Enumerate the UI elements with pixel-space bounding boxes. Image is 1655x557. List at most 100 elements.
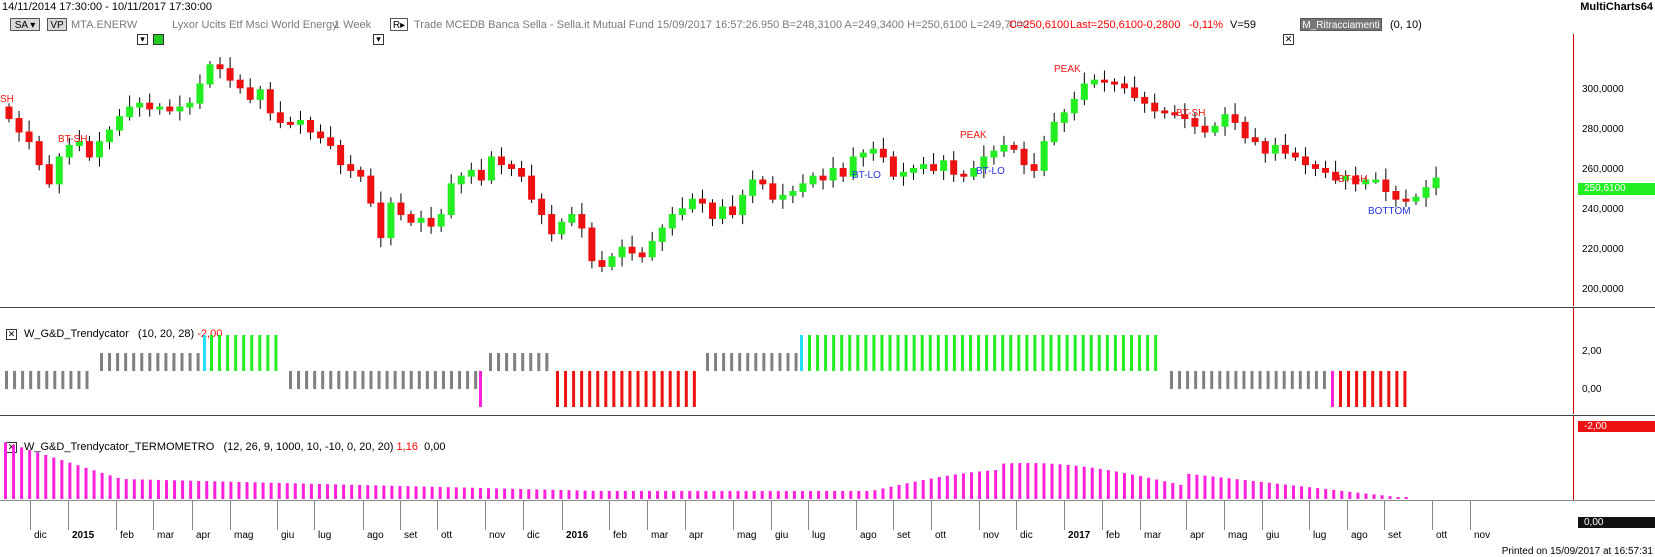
termometro-bar: [704, 491, 708, 499]
time-axis-label: lug: [318, 530, 332, 541]
trend-bar: [537, 353, 541, 371]
price-chart[interactable]: SH BT-SH BT-LO PEAK BT-LO PEAK BT-SH BT-SH BOTTO…: [0, 34, 1573, 306]
trend-bar: [952, 335, 956, 371]
termometro-bar: [817, 491, 821, 499]
trend-bar: [1081, 335, 1085, 371]
termometro-bar: [1131, 474, 1134, 499]
termometro-bar: [841, 491, 845, 499]
candle: [1151, 93, 1159, 119]
candle: [487, 151, 495, 184]
trend-bar: [353, 371, 357, 389]
trendycator-chart[interactable]: [0, 308, 1573, 414]
time-tick: [1224, 500, 1225, 530]
r-button[interactable]: R▸: [390, 18, 408, 31]
termometro-bar: [1090, 467, 1094, 499]
candle: [1000, 135, 1008, 157]
termometro-bar: [342, 484, 346, 499]
trend-bar: [564, 371, 568, 407]
time-axis-label: set: [404, 530, 418, 541]
termometro-bar: [929, 478, 933, 499]
trend-bar: [1331, 371, 1334, 407]
time-tick: [1384, 500, 1385, 530]
trend-bar: [1322, 371, 1326, 389]
termometro-bar: [615, 491, 619, 499]
candle: [146, 93, 154, 117]
trend-bar: [652, 371, 656, 407]
candle: [296, 110, 304, 134]
study-button[interactable]: M_Ritracciamenti: [1300, 18, 1382, 31]
time-axis-label: 2016: [566, 530, 589, 541]
symbol-dropdown-icon[interactable]: ▾: [137, 34, 148, 45]
time-axis-label: set: [897, 530, 911, 541]
candle: [437, 208, 445, 232]
termometro-bar: [269, 482, 273, 499]
trend-bar: [274, 335, 278, 371]
time-tick: [1102, 500, 1103, 530]
signal-annotation: BT-SH: [58, 134, 87, 145]
trend-bar: [993, 335, 997, 371]
time-tick: [1016, 500, 1017, 530]
candle: [1342, 170, 1350, 190]
sa-button[interactable]: SA ▾: [10, 18, 40, 31]
termometro-bar: [1018, 463, 1022, 499]
y-label: 220,0000: [1582, 244, 1624, 255]
ind1-y-label: 0,00: [1582, 384, 1602, 395]
termometro-bar: [1292, 485, 1295, 499]
termometro-bar: [857, 491, 861, 499]
trend-bar: [1218, 371, 1222, 389]
candle: [317, 124, 325, 144]
termometro-chart[interactable]: [0, 416, 1573, 500]
termometro-bar: [487, 488, 490, 499]
time-axis-label: apr: [1190, 530, 1205, 541]
termometro-bar: [1187, 473, 1191, 499]
trend-bar: [1226, 371, 1230, 389]
trend-bar: [636, 371, 640, 407]
candle: [1111, 78, 1118, 92]
candle: [789, 185, 797, 204]
trend-bar: [960, 335, 964, 371]
termometro-bar: [720, 491, 724, 499]
trend-bar: [580, 371, 584, 407]
termometro-bar: [897, 484, 901, 499]
candle: [528, 164, 536, 204]
time-tick: [1470, 500, 1471, 530]
status-check-icon[interactable]: [153, 34, 164, 45]
trend-bar: [706, 353, 709, 371]
close-indicator1-icon[interactable]: ✕: [6, 329, 17, 340]
trend-bar: [1049, 335, 1053, 371]
candle: [849, 147, 857, 180]
termometro-bar: [293, 483, 297, 499]
termometro-bar: [317, 483, 321, 499]
candle: [1141, 91, 1149, 113]
candle: [980, 145, 988, 179]
termometro-bar: [326, 484, 329, 499]
trend-bar: [1314, 371, 1318, 389]
vp-button[interactable]: VP: [47, 18, 67, 31]
trend-bar: [1202, 371, 1206, 389]
timeframe-dropdown-icon[interactable]: ▾: [373, 34, 384, 45]
candle: [910, 164, 917, 180]
candle: [1070, 91, 1078, 121]
candle: [729, 195, 737, 219]
trend-bar: [1298, 371, 1302, 389]
termometro-bar: [1324, 489, 1328, 499]
termometro-bar: [253, 482, 257, 499]
candle: [226, 57, 234, 88]
termometro-bar: [1139, 476, 1143, 499]
candle: [538, 193, 546, 225]
candle: [709, 199, 716, 227]
termometro-bar: [712, 491, 716, 499]
trend-bar: [29, 371, 33, 389]
trend-bar: [1371, 371, 1375, 407]
termometro-bar: [350, 484, 354, 499]
close-study-icon[interactable]: ✕: [1283, 34, 1294, 45]
termometro-bar: [809, 491, 812, 499]
termometro-bar: [1211, 476, 1215, 499]
time-tick: [1309, 500, 1310, 530]
termometro-bar: [44, 455, 48, 499]
termometro-bar: [937, 477, 941, 499]
candle: [206, 60, 214, 88]
termometro-bar: [213, 481, 217, 499]
termometro-bar: [744, 491, 748, 499]
time-tick: [230, 500, 231, 530]
